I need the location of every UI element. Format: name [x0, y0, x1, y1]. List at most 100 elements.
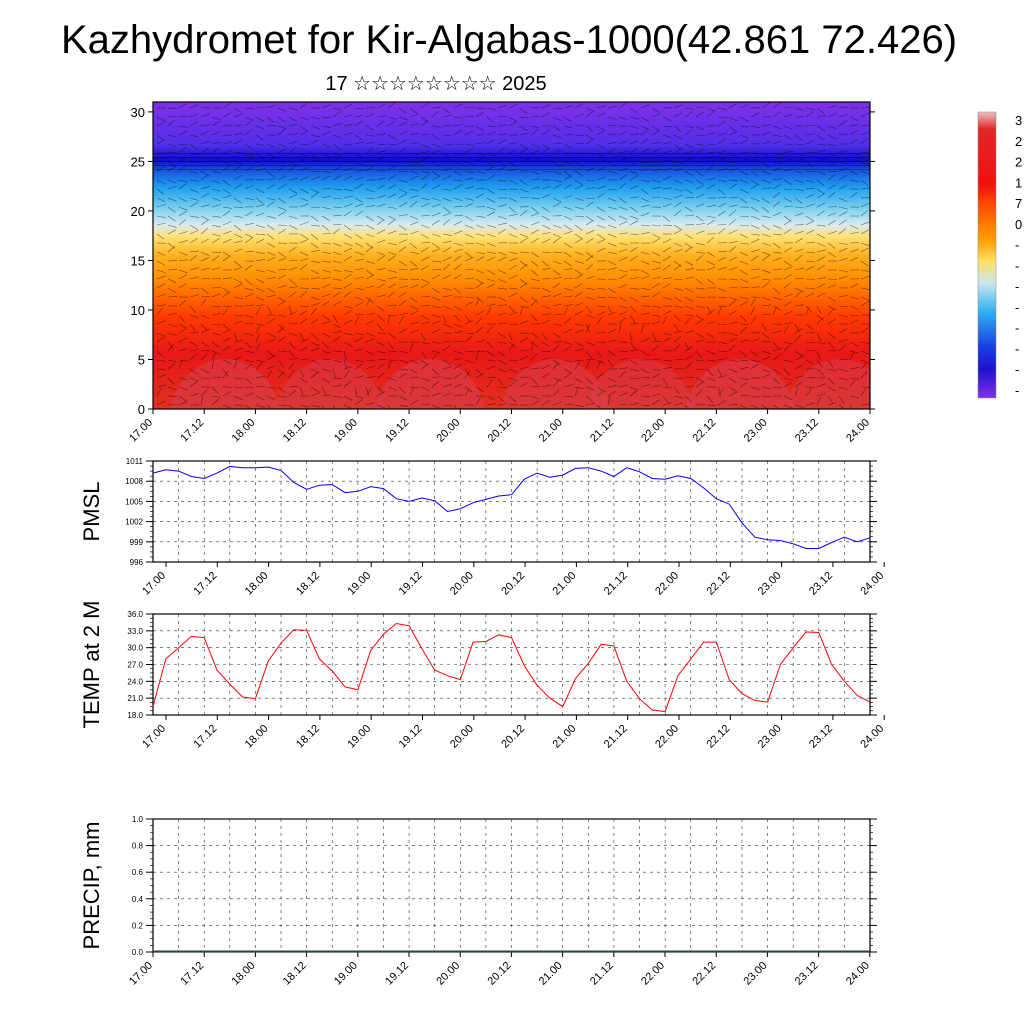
wind-barb: [750, 183, 759, 190]
wind-barb: [310, 233, 319, 240]
wind-barb: [255, 306, 261, 316]
wind-barb: [772, 134, 782, 137]
wind-barb: [189, 188, 199, 193]
wind-barb: [387, 304, 397, 307]
wind-barb: [464, 106, 474, 109]
x-tick-label: 17.00: [140, 570, 168, 598]
wind-barb: [343, 404, 353, 409]
wind-barb: [827, 296, 836, 302]
wind-barb: [541, 350, 552, 353]
wind-barb: [409, 195, 419, 199]
wind-barb: [728, 359, 738, 362]
wind-barb: [354, 176, 364, 181]
wind-barb: [618, 274, 627, 280]
wind-barb: [222, 329, 232, 334]
wind-barb: [431, 107, 442, 109]
wind-barb: [332, 143, 341, 150]
wind-barb: [156, 121, 166, 127]
wind-barb: [376, 363, 385, 370]
wind-barb: [750, 255, 759, 262]
wind-barb: [277, 224, 288, 226]
wind-barb: [321, 283, 331, 289]
wind-barb: [332, 314, 338, 323]
wind-barb: [761, 141, 771, 145]
wind-barb: [266, 257, 276, 262]
wind-barb: [838, 395, 845, 404]
wind-barb: [464, 314, 471, 323]
wind-barb: [838, 404, 846, 409]
colorbar-label: 2: [1015, 134, 1022, 149]
wind-barb: [244, 129, 253, 136]
wind-barb: [464, 320, 474, 325]
wind-barb: [244, 363, 253, 370]
wind-barb: [156, 260, 165, 266]
wind-barb: [453, 184, 462, 190]
wind-barb: [651, 107, 660, 113]
y-tick-label: 0: [138, 402, 145, 417]
wind-barb: [200, 204, 210, 208]
wind-barb: [530, 400, 540, 406]
wind-barb: [508, 161, 517, 168]
wind-barb: [695, 278, 704, 285]
wind-barb: [233, 314, 244, 317]
wind-barb: [607, 311, 617, 316]
wind-barb: [684, 125, 694, 128]
wind-barb: [200, 353, 208, 361]
wind-barb: [629, 386, 639, 391]
wind-barb: [607, 188, 617, 191]
wind-barb: [695, 143, 705, 146]
wind-barb: [464, 130, 474, 136]
wind-barb: [838, 219, 847, 226]
wind-barb: [200, 298, 207, 307]
wind-barb: [200, 368, 210, 374]
wind-barb: [849, 224, 859, 230]
wind-barb: [739, 251, 749, 257]
wind-barb: [310, 302, 320, 307]
wind-barb: [453, 214, 464, 217]
wind-barb: [200, 228, 209, 235]
wind-barb: [376, 251, 386, 256]
wind-barb: [618, 257, 628, 262]
wind-barb: [728, 266, 738, 271]
wind-barb: [475, 170, 485, 174]
wind-barb: [552, 269, 561, 276]
wind-barb: [816, 249, 826, 253]
wind-barb: [178, 125, 188, 128]
wind-barb: [783, 322, 793, 325]
wind-barb: [497, 229, 506, 235]
wind-barb: [156, 283, 166, 289]
wind-barb: [629, 305, 637, 313]
wind-barb: [365, 147, 374, 154]
wind-barb: [772, 192, 781, 199]
x-tick-label: 20.12: [486, 960, 514, 988]
wind-barb: [750, 268, 760, 271]
wind-barb: [739, 116, 749, 122]
wind-barb: [288, 165, 297, 172]
wind-barb: [189, 113, 199, 118]
x-tick-label: 21.12: [588, 417, 616, 445]
wind-barb: [244, 293, 254, 298]
y-tick-label: 20: [131, 204, 145, 219]
wind-barb: [442, 256, 452, 262]
wind-barb: [640, 377, 651, 379]
wind-barb: [332, 269, 342, 272]
wind-barb: [167, 359, 177, 362]
wind-barb: [156, 336, 165, 343]
wind-barb: [442, 392, 452, 397]
wind-barb: [651, 385, 661, 388]
y-axis-label: PMSL: [79, 482, 104, 542]
wind-barb: [585, 386, 595, 391]
wind-barb: [233, 151, 244, 154]
wind-barb: [508, 206, 517, 213]
wind-barb: [255, 395, 265, 401]
wind-barb: [838, 197, 848, 202]
wind-barb: [288, 133, 298, 136]
wind-barb: [728, 299, 736, 307]
wind-barb: [189, 238, 198, 244]
wind-barb: [717, 256, 727, 262]
wind-barb: [827, 308, 835, 316]
wind-barb: [849, 314, 859, 317]
wind-barb: [684, 305, 694, 310]
wind-barb: [299, 332, 305, 342]
wind-barb: [233, 215, 243, 218]
